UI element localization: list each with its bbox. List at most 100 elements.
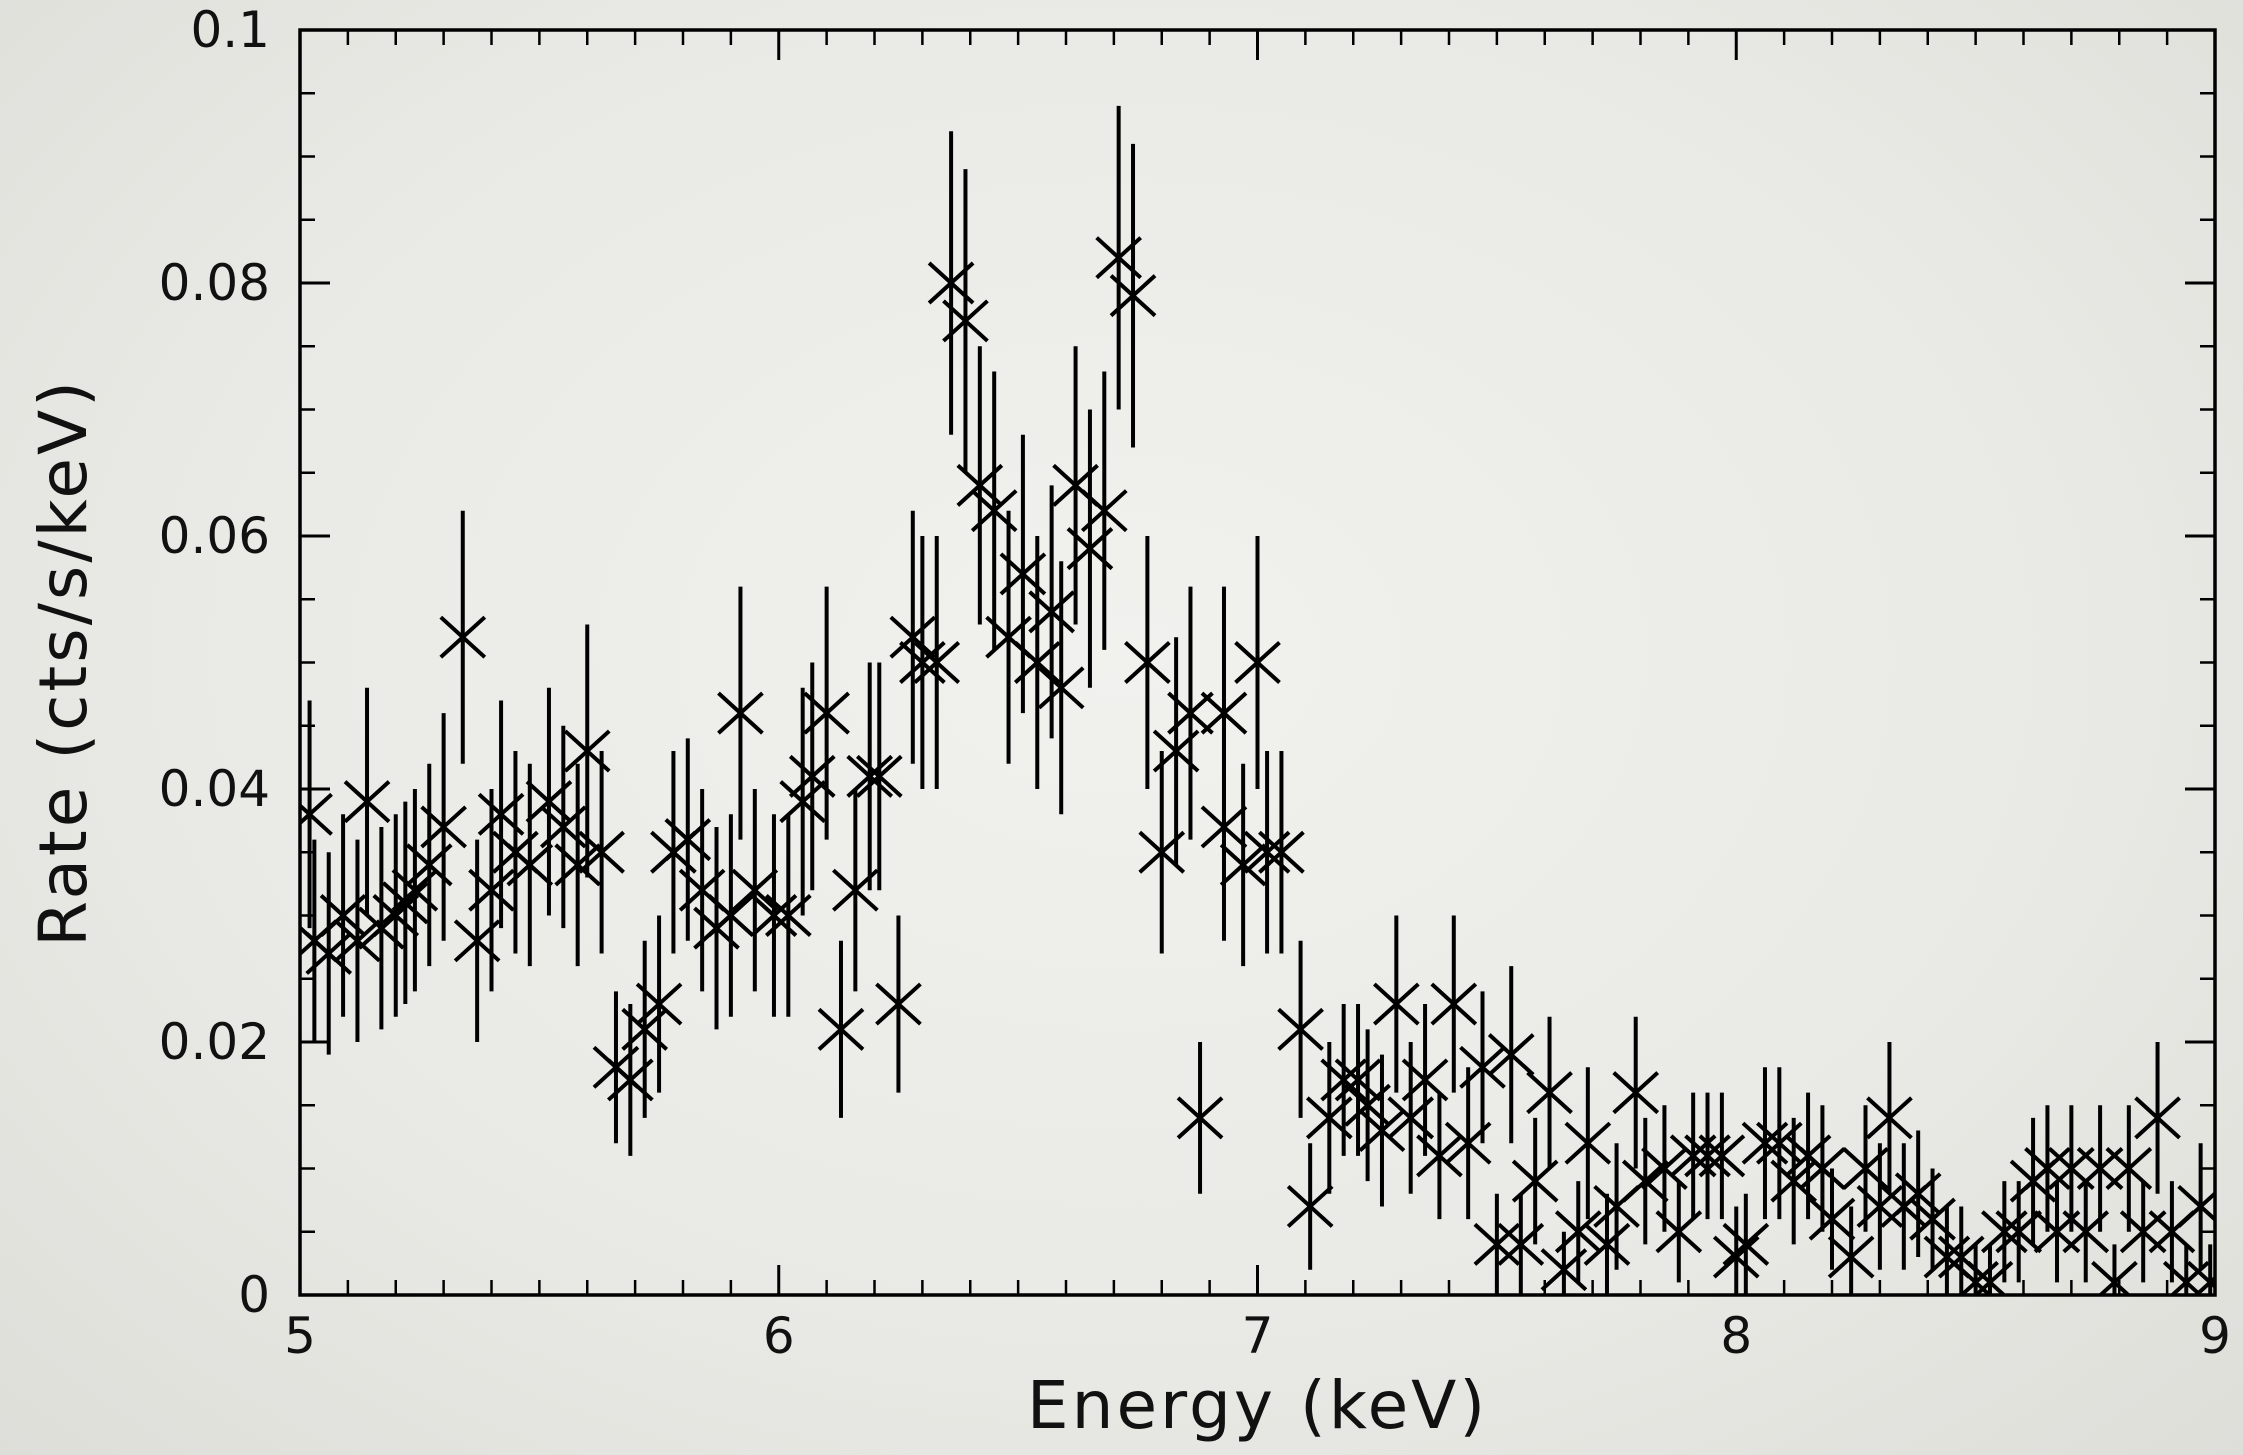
- data-point: [2186, 1244, 2215, 1295]
- marker-stroke: [913, 641, 961, 684]
- marker-stroke: [1028, 590, 1075, 634]
- marker-stroke: [1856, 1184, 1904, 1228]
- data-point: [2024, 1105, 2071, 1232]
- data-point: [1459, 991, 1506, 1144]
- marker-stroke: [1080, 489, 1128, 533]
- data-point: [439, 510, 487, 764]
- data-point: [1526, 1016, 1573, 1169]
- marker-stroke: [420, 805, 467, 849]
- marker-stroke: [1430, 982, 1478, 1026]
- y-tick-label: 0.06: [159, 507, 270, 565]
- data-point: [1234, 536, 1281, 789]
- marker-stroke: [1698, 1134, 1746, 1178]
- marker-stroke: [1612, 1071, 1660, 1115]
- marker-stroke: [803, 691, 850, 735]
- data-point: [1109, 143, 1157, 448]
- data-point: [1200, 713, 1248, 941]
- marker-stroke: [1176, 1096, 1224, 1140]
- data-point: [420, 713, 467, 941]
- marker-stroke: [1372, 982, 1420, 1026]
- y-axis-title: Rate (cts/s/keV): [25, 378, 102, 947]
- x-tick-label: 7: [1242, 1307, 1274, 1365]
- marker-stroke: [439, 615, 487, 659]
- marker-stroke: [635, 982, 683, 1026]
- marker-stroke: [875, 982, 922, 1026]
- data-point: [779, 687, 827, 916]
- data-point: [942, 169, 989, 473]
- data-point: [1866, 1042, 1913, 1194]
- marker-stroke: [1937, 1235, 1985, 1279]
- data-point: [1258, 751, 1305, 954]
- data-point: [707, 814, 755, 1017]
- data-points: [300, 105, 2215, 1295]
- marker-stroke: [1459, 1045, 1506, 1089]
- y-tick-label: 0.1: [190, 1, 270, 59]
- marker-stroke: [2097, 1260, 2138, 1295]
- data-point: [1334, 1004, 1382, 1156]
- data-point: [1037, 561, 1085, 815]
- data-point: [300, 700, 333, 929]
- marker-stroke: [1286, 1184, 1334, 1228]
- marker-stroke: [855, 754, 903, 798]
- marker-stroke: [1124, 641, 1171, 684]
- marker-stroke: [1200, 805, 1248, 849]
- data-point: [1124, 536, 1171, 789]
- marker-stroke: [1358, 1109, 1406, 1153]
- marker-stroke: [468, 868, 515, 912]
- data-point: [1612, 1016, 1660, 1169]
- data-point: [1372, 915, 1420, 1093]
- marker-stroke: [372, 894, 420, 937]
- data-point: [1080, 371, 1128, 650]
- marker-stroke: [1526, 1071, 1573, 1115]
- marker-stroke: [1487, 1033, 1535, 1077]
- marker-stroke: [1583, 1222, 1631, 1266]
- data-point: [1712, 1206, 1760, 1295]
- marker-stroke: [817, 1007, 865, 1051]
- data-point: [1827, 1206, 1875, 1295]
- marker-stroke: [563, 729, 611, 773]
- data-point: [875, 915, 922, 1093]
- marker-stroke: [1722, 1222, 1770, 1266]
- marker-stroke: [2134, 1096, 2181, 1140]
- marker-stroke: [942, 299, 989, 343]
- marker-stroke: [1473, 1222, 1521, 1266]
- marker-stroke: [1564, 1121, 1612, 1165]
- x-tick-label: 5: [284, 1307, 316, 1365]
- data-point: [334, 839, 381, 1042]
- x-tick-label: 6: [763, 1307, 795, 1365]
- marker-stroke: [343, 780, 391, 824]
- marker-stroke: [1219, 843, 1267, 887]
- marker-stroke: [1167, 691, 1214, 735]
- marker-stroke: [1712, 1235, 1760, 1279]
- marker-stroke: [889, 615, 937, 659]
- data-point: [2091, 1244, 2138, 1295]
- data-point: [554, 763, 602, 967]
- data-point: [506, 763, 554, 967]
- marker-stroke: [2105, 1147, 2153, 1190]
- marker-stroke: [381, 881, 429, 925]
- marker-stroke: [1401, 1058, 1449, 1102]
- marker-stroke: [1621, 1159, 1669, 1203]
- marker-stroke: [846, 754, 894, 798]
- marker-stroke: [1909, 1197, 1956, 1241]
- data-point: [1698, 1092, 1746, 1220]
- data-point: [1856, 1143, 1904, 1270]
- y-tick-label: 0: [238, 1266, 270, 1324]
- marker-stroke: [1277, 1007, 1324, 1051]
- marker-stroke: [1808, 1197, 1856, 1241]
- marker-stroke: [554, 843, 602, 887]
- marker-stroke: [578, 830, 625, 874]
- data-point: [913, 536, 961, 789]
- marker-stroke: [1554, 1210, 1602, 1254]
- marker-stroke: [707, 894, 755, 937]
- marker-stroke: [1109, 274, 1157, 318]
- x-tick-label: 9: [2199, 1307, 2231, 1365]
- marker-stroke: [334, 919, 381, 963]
- marker-stroke: [1234, 641, 1281, 684]
- marker-stroke: [1334, 1058, 1382, 1102]
- data-point: [1430, 915, 1478, 1093]
- data-point: [1621, 1117, 1669, 1245]
- data-point: [1808, 1168, 1856, 1270]
- data-point: [2177, 1143, 2215, 1270]
